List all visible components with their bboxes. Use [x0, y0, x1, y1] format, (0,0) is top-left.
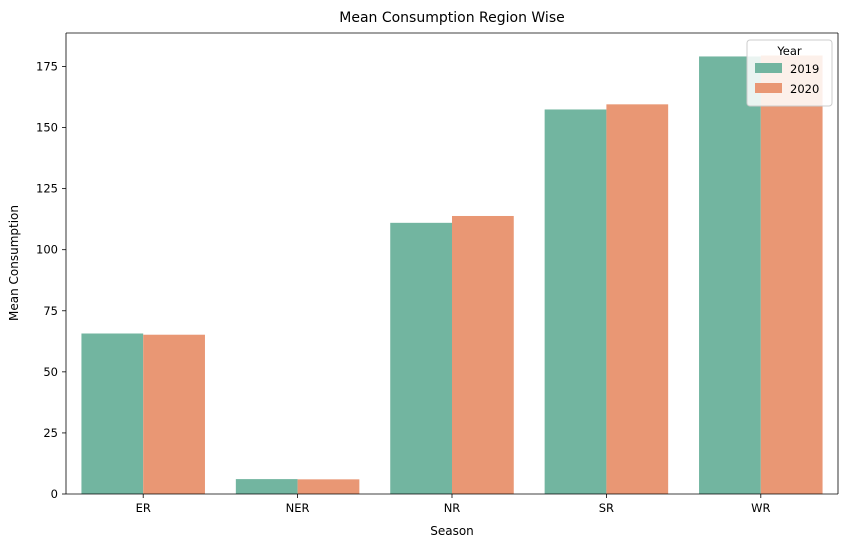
bar-er-2019: [81, 333, 144, 494]
legend-swatch-2019: [755, 63, 782, 73]
y-tick-label: 150: [36, 121, 58, 135]
bar-ner-2019: [235, 479, 298, 494]
x-tick-label: WR: [751, 501, 770, 515]
legend-title: Year: [776, 44, 802, 58]
y-tick-label: 125: [36, 182, 58, 196]
legend-label-2019: 2019: [790, 62, 819, 76]
plot-area: ER NER NR SR WR 0 25 50 75 100 125 150 175: [36, 32, 839, 515]
y-tick-label: 50: [43, 365, 58, 379]
x-axis-label: Season: [430, 524, 474, 538]
y-tick-label: 75: [43, 304, 58, 318]
legend-label-2020: 2020: [790, 82, 819, 96]
y-axis-label: Mean Consumption: [7, 205, 21, 321]
y-tick-label: 25: [43, 426, 58, 440]
bar-sr-2020: [606, 104, 669, 494]
bar-sr-2019: [544, 109, 607, 494]
chart-title: Mean Consumption Region Wise: [339, 10, 564, 26]
x-tick-label: NR: [444, 501, 461, 515]
bar-wr-2019: [699, 56, 761, 495]
bar-nr-2019: [390, 222, 452, 494]
x-tick-label: NER: [286, 501, 310, 515]
y-tick-label: 0: [51, 487, 58, 501]
legend: Year 2019 2020: [746, 39, 833, 107]
bar-ner-2020: [297, 479, 360, 494]
bar-wr-2020: [760, 55, 823, 494]
y-tick-label: 100: [36, 243, 58, 257]
x-tick-label: SR: [599, 501, 614, 515]
y-tick-label: 175: [36, 59, 58, 73]
legend-swatch-2020: [755, 83, 782, 93]
bar-nr-2020: [452, 215, 514, 495]
bar-er-2020: [143, 334, 205, 494]
x-tick-label: ER: [136, 501, 151, 515]
